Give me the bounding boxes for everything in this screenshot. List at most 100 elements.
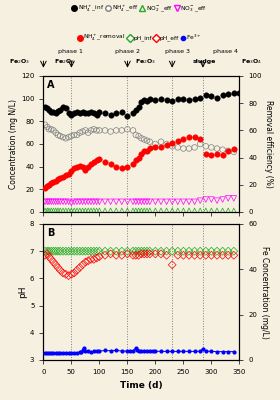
Point [108, 208, 113, 214]
Point [49, 199, 53, 205]
Point [47, 208, 51, 214]
Point [64, 172, 68, 178]
Point [61, 174, 65, 180]
Point [181, 145, 186, 152]
Point [75, 208, 79, 214]
Point [114, 127, 118, 134]
Point [209, 252, 214, 258]
Point [94, 127, 99, 134]
Point [45, 124, 50, 130]
Point [187, 97, 191, 103]
Point [86, 208, 90, 214]
Point [148, 96, 152, 102]
Point [86, 199, 90, 205]
Point [94, 208, 99, 214]
Point [75, 248, 79, 254]
Point [181, 199, 186, 205]
Point [108, 248, 113, 254]
Point [43, 104, 47, 110]
Point [78, 162, 82, 169]
Point [78, 110, 82, 117]
Point [66, 208, 71, 214]
Point [226, 252, 230, 258]
Point [159, 251, 163, 257]
Point [92, 248, 96, 254]
Point [45, 208, 50, 214]
Point [51, 109, 56, 116]
Point [153, 144, 158, 150]
Point [226, 148, 230, 154]
Point [198, 252, 202, 258]
Point [45, 183, 50, 189]
Point [114, 164, 118, 170]
Point [43, 248, 47, 254]
Point [92, 199, 96, 205]
Point [232, 195, 236, 202]
Point [69, 248, 74, 254]
Point [94, 157, 99, 164]
Point [192, 248, 197, 254]
Point [58, 208, 62, 214]
Point [131, 110, 135, 117]
Point [94, 111, 99, 118]
Point [43, 199, 47, 205]
Point [80, 208, 85, 214]
Point [139, 99, 144, 105]
Point [56, 248, 60, 254]
Point [164, 252, 169, 258]
Point [103, 158, 107, 165]
Point [89, 127, 93, 134]
Point [75, 132, 79, 138]
Point [125, 112, 130, 119]
Y-axis label: pH: pH [18, 286, 27, 298]
Point [72, 199, 76, 205]
Point [86, 110, 90, 117]
Point [78, 264, 82, 271]
Point [66, 171, 71, 177]
Point [176, 252, 180, 258]
Point [148, 208, 152, 214]
Point [145, 98, 149, 104]
Point [220, 92, 225, 98]
Point [43, 184, 47, 191]
Point [148, 145, 152, 151]
Point [204, 143, 208, 150]
Point [47, 254, 51, 260]
Point [83, 167, 88, 173]
Point [103, 199, 107, 205]
Point [78, 208, 82, 214]
Point [181, 252, 186, 258]
Point [187, 134, 191, 140]
Point [58, 133, 62, 139]
Point [204, 150, 208, 157]
Point [86, 164, 90, 170]
Point [72, 248, 76, 254]
Point [97, 208, 102, 214]
Point [75, 199, 79, 205]
Point [164, 199, 169, 205]
Point [94, 248, 99, 254]
Point [176, 144, 180, 151]
Point [49, 208, 53, 214]
Point [58, 175, 62, 181]
Point [220, 196, 225, 203]
Point [136, 133, 141, 139]
Point [80, 262, 85, 268]
Point [170, 140, 174, 146]
Point [187, 199, 191, 205]
Point [153, 97, 158, 103]
Point [66, 110, 71, 117]
Point [142, 136, 146, 143]
Point [226, 208, 230, 214]
Point [89, 109, 93, 116]
Point [134, 248, 138, 254]
Point [176, 199, 180, 205]
Point [51, 179, 56, 185]
Point [72, 208, 76, 214]
Point [192, 144, 197, 151]
Point [120, 208, 124, 214]
Point [204, 252, 208, 258]
Point [142, 97, 146, 103]
Point [108, 111, 113, 118]
Point [58, 267, 62, 274]
